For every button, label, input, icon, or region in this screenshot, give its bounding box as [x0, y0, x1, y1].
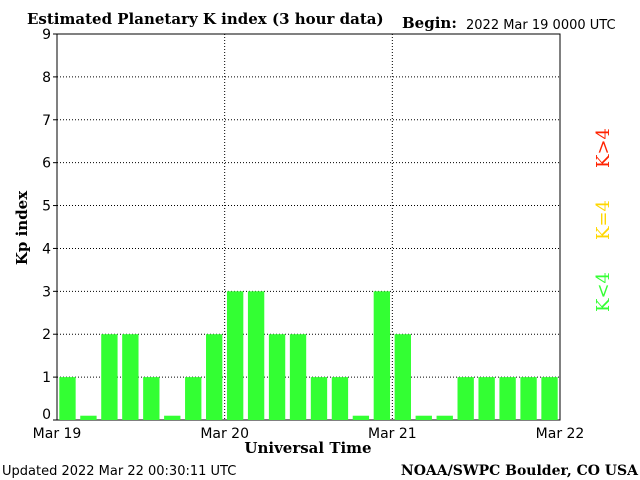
x-axis-label: Universal Time	[244, 439, 371, 457]
x-tick-label: Mar 21	[368, 426, 417, 442]
source-credit: NOAA/SWPC Boulder, CO USA	[401, 463, 639, 479]
y-tick-label: 0	[42, 407, 51, 423]
kp-bar	[268, 334, 286, 420]
kp-bar	[247, 291, 265, 420]
legend-k-equal-4: K=4	[593, 200, 614, 240]
kp-bar	[122, 334, 139, 420]
kp-bar	[310, 377, 328, 420]
updated-timestamp: Updated 2022 Mar 22 00:30:11 UTC	[2, 464, 236, 479]
y-tick-label: 5	[42, 199, 51, 215]
y-tick-label: 4	[42, 241, 51, 257]
kp-bar	[541, 377, 558, 420]
kp-bar	[373, 291, 391, 420]
kp-bar	[206, 334, 223, 420]
kp-bar	[478, 377, 495, 420]
kp-bar	[289, 334, 307, 420]
kp-bar	[143, 377, 160, 420]
begin-label: Begin:	[402, 14, 457, 32]
kp-bar	[415, 415, 432, 420]
y-tick-label: 1	[42, 370, 51, 386]
kp-bar	[520, 377, 537, 420]
kp-bar	[185, 377, 202, 420]
y-axis-label: Kp index	[13, 190, 31, 265]
y-tick-label: 2	[42, 327, 51, 343]
legend-k-less-4: K<4	[593, 272, 614, 312]
kp-bar	[499, 377, 516, 420]
kp-bar	[457, 377, 474, 420]
x-tick-label: Mar 22	[536, 426, 585, 442]
kp-bar	[436, 415, 453, 420]
x-tick-label: Mar 20	[200, 426, 249, 442]
y-axis-ticks: 0 1 2 3 4 5 6 7 8 9	[42, 27, 57, 423]
kp-bar	[59, 377, 76, 420]
kp-bar	[226, 291, 244, 420]
y-tick-label: 6	[42, 156, 51, 172]
y-tick-label: 8	[42, 70, 51, 86]
begin-value: 2022 Mar 19 0000 UTC	[466, 18, 616, 33]
y-tick-label: 3	[42, 284, 51, 300]
y-tick-label: 9	[42, 27, 51, 43]
x-tick-label: Mar 19	[33, 426, 82, 442]
x-axis-ticks: Mar 19 Mar 20 Mar 21 Mar 22	[33, 426, 585, 442]
chart-title: Estimated Planetary K index (3 hour data…	[27, 10, 384, 28]
kp-bar	[352, 415, 370, 420]
legend-k-greater-4: K>4	[593, 128, 614, 168]
bars	[59, 291, 558, 420]
kp-bar	[331, 377, 349, 420]
kp-bar	[394, 334, 411, 420]
kp-bar	[80, 415, 97, 420]
kp-bar	[101, 334, 118, 420]
plot-area	[56, 33, 561, 421]
grid	[57, 33, 560, 420]
kp-bar	[164, 415, 181, 420]
y-tick-label: 7	[42, 113, 51, 129]
